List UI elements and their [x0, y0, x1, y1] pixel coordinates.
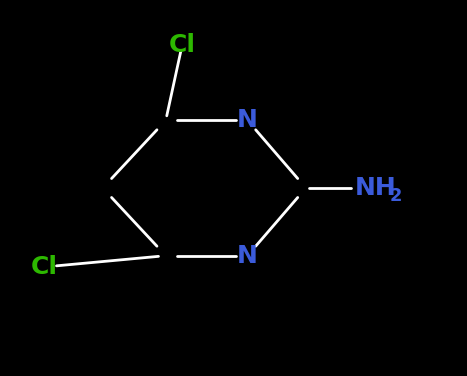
- Text: NH: NH: [355, 176, 396, 200]
- Text: 2: 2: [390, 187, 403, 205]
- Text: N: N: [237, 244, 258, 268]
- Text: Cl: Cl: [169, 33, 196, 57]
- Text: Cl: Cl: [31, 255, 58, 279]
- Text: N: N: [237, 108, 258, 132]
